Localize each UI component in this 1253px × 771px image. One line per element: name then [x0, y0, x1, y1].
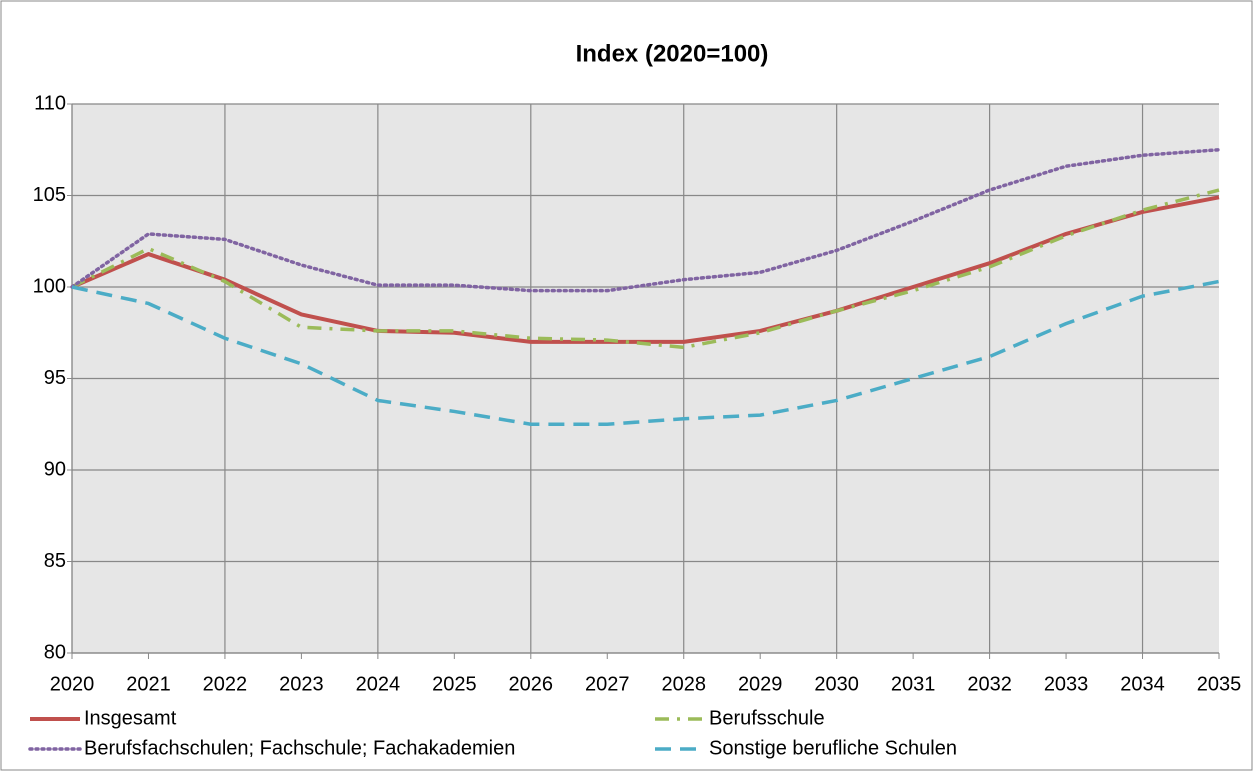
- x-tick-label: 2023: [279, 673, 324, 695]
- x-tick-label: 2030: [814, 673, 859, 695]
- y-tick-label: 90: [44, 458, 66, 480]
- y-tick-label: 80: [44, 641, 66, 663]
- x-tick-label: 2021: [126, 673, 171, 695]
- series-line: [71, 195, 1220, 344]
- legend-label: Berufsfachschulen; Fachschule; Fachakade…: [84, 737, 515, 759]
- y-tick-label: 85: [44, 550, 66, 572]
- x-tick-label: 2033: [1044, 673, 1089, 695]
- y-tick-label: 95: [44, 367, 66, 389]
- x-tick-label: 2029: [738, 673, 783, 695]
- x-tick-label: 2034: [1120, 673, 1165, 695]
- legend-label: Insgesamt: [84, 707, 177, 729]
- y-tick-label: 105: [33, 184, 66, 206]
- x-tick-label: 2022: [203, 673, 248, 695]
- y-tick-label: 100: [33, 275, 66, 297]
- x-tick-label: 2020: [50, 673, 95, 695]
- legend-label: Sonstige berufliche Schulen: [709, 737, 957, 759]
- x-tick-label: 2028: [661, 673, 706, 695]
- x-tick-label: 2026: [509, 673, 554, 695]
- x-tick-label: 2032: [967, 673, 1012, 695]
- series-line: [71, 279, 1220, 426]
- x-tick-label: 2031: [891, 673, 936, 695]
- x-tick-label: 2027: [585, 673, 630, 695]
- y-tick-label: 110: [34, 92, 66, 114]
- legend-label: Berufsschule: [709, 707, 825, 729]
- x-tick-label: 2024: [356, 673, 401, 695]
- x-tick-label: 2035: [1197, 673, 1242, 695]
- chart-title: Index (2020=100): [576, 40, 769, 67]
- series-line: [71, 188, 1220, 350]
- x-tick-label: 2025: [432, 673, 477, 695]
- series-line: [70, 148, 1221, 293]
